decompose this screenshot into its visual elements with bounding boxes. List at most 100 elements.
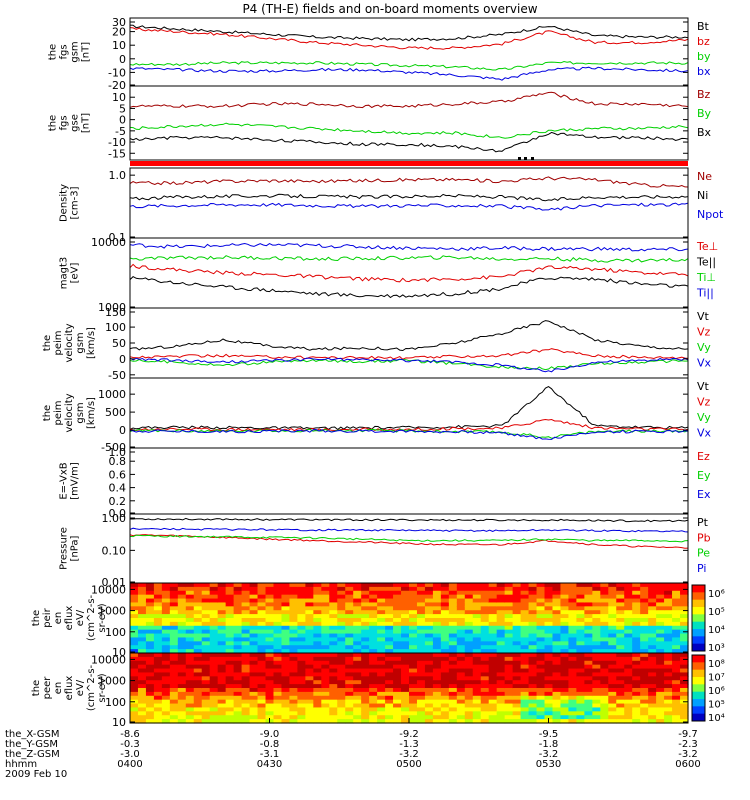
spectrogram-cell (416, 621, 426, 627)
spectrogram-cell (512, 583, 522, 588)
spectrogram-cell (265, 637, 275, 642)
spectrogram-cell (177, 583, 187, 588)
spectrogram-cell (504, 676, 514, 681)
spectrogram-cell (552, 680, 562, 685)
y-axis-label: [nT] (81, 42, 92, 62)
spectrogram-cell (560, 590, 570, 596)
spectrogram-cell (576, 676, 585, 681)
spectrogram-cell (672, 629, 681, 635)
spectrogram-cell (361, 691, 370, 697)
spectrogram-cell (369, 703, 378, 709)
spectrogram-cell (353, 625, 362, 631)
spectrogram-cell (169, 703, 179, 709)
spectrogram-cell (448, 633, 458, 639)
spectrogram-cell (329, 618, 338, 623)
spectrogram-cell (225, 688, 235, 693)
spectrogram-cell (153, 672, 163, 677)
spectrogram-cell (504, 621, 514, 627)
spectrogram-cell (576, 660, 585, 666)
spectrogram-cell (177, 653, 187, 658)
spectrogram-cell (265, 614, 275, 619)
spectrogram-cell (353, 614, 362, 619)
spectrogram-cell (297, 625, 306, 631)
spectrogram-cell (337, 684, 346, 689)
spectrogram-cell (536, 641, 546, 646)
spectrogram-cell (560, 614, 570, 619)
colorbar-segment (692, 599, 705, 608)
spectrogram-cell (680, 707, 689, 712)
spectrogram-cell (257, 614, 267, 619)
spectrogram-cell (273, 641, 283, 646)
spectrogram-cell (504, 598, 514, 604)
spectrogram-cell (528, 684, 538, 689)
spectrogram-cell (472, 633, 482, 639)
spectrogram-cell (560, 618, 570, 623)
spectrogram-cell (416, 653, 426, 658)
spectrogram-cell (632, 583, 641, 588)
spectrogram-cell (281, 707, 291, 712)
spectrogram-cell (281, 621, 291, 627)
y-axis-label: [km/s] (86, 397, 97, 429)
spectrogram-cell (305, 641, 314, 646)
spectrogram-cell (584, 668, 593, 674)
spectrogram-cell (153, 653, 163, 658)
series-line-Vy (129, 358, 689, 371)
spectrogram-cell (137, 606, 147, 611)
spectrogram-cell (472, 656, 482, 662)
spectrogram-cell (568, 715, 577, 720)
spectrogram-cell (584, 653, 593, 658)
spectrogram-cell (552, 602, 562, 607)
spectrogram-cell (329, 645, 338, 650)
spectrogram-cell (536, 680, 546, 685)
spectrogram-cell (321, 618, 330, 623)
spectrogram-cell (289, 676, 298, 681)
spectrogram-cell (305, 715, 314, 720)
spectrogram-cell (600, 664, 609, 670)
spectrogram-cell (648, 688, 657, 693)
spectrogram-cell (241, 672, 251, 677)
spectrogram-cell (592, 707, 601, 712)
spectrogram-cell (345, 602, 354, 607)
spectrogram-cell (161, 672, 171, 677)
spectrogram-cell (640, 594, 649, 600)
spectrogram-cell (161, 676, 171, 681)
spectrogram-cell (313, 641, 322, 646)
spectrogram-cell (672, 703, 681, 709)
spectrogram-cell (145, 668, 155, 674)
series-line-Te⊥ (129, 263, 689, 283)
spectrogram-cell (640, 618, 649, 623)
spectrogram-cell (353, 688, 362, 693)
spectrogram-cell (241, 660, 251, 666)
time-axis-value: -9.0 (260, 729, 280, 740)
spectrogram-cell (329, 719, 338, 724)
spectrogram-cell (472, 598, 482, 604)
y-tick-label: 0 (119, 353, 126, 366)
spectrogram-cell (209, 676, 219, 681)
spectrogram-cell (145, 660, 155, 666)
spectrogram-cell (313, 668, 322, 674)
spectrogram-cell (185, 633, 195, 639)
spectrogram-cell (265, 621, 275, 627)
spectrogram-cell (201, 676, 211, 681)
spectrogram-cell (608, 637, 617, 642)
spectrogram-cell (464, 656, 474, 662)
spectrogram-cell (217, 583, 227, 588)
spectrogram-cell (193, 668, 203, 674)
spectrogram-cell (592, 645, 601, 650)
spectrogram-cell (608, 672, 617, 677)
spectrogram-cell (680, 649, 689, 654)
spectrogram-cell (632, 653, 641, 658)
spectrogram-cell (496, 610, 506, 615)
spectrogram-cell (680, 691, 689, 697)
spectrogram-cell (233, 590, 243, 596)
spectrogram-cell (608, 711, 617, 716)
spectrogram-cell (568, 641, 577, 646)
spectrogram-cell (616, 719, 625, 724)
spectrogram-cell (361, 614, 370, 619)
spectrogram-cell (504, 715, 514, 720)
spectrogram-cell (664, 691, 673, 697)
spectrogram-cell (377, 695, 386, 701)
spectrogram-cell (361, 602, 370, 607)
spectrogram-cell (353, 684, 362, 689)
spectrogram-cell (193, 688, 203, 693)
